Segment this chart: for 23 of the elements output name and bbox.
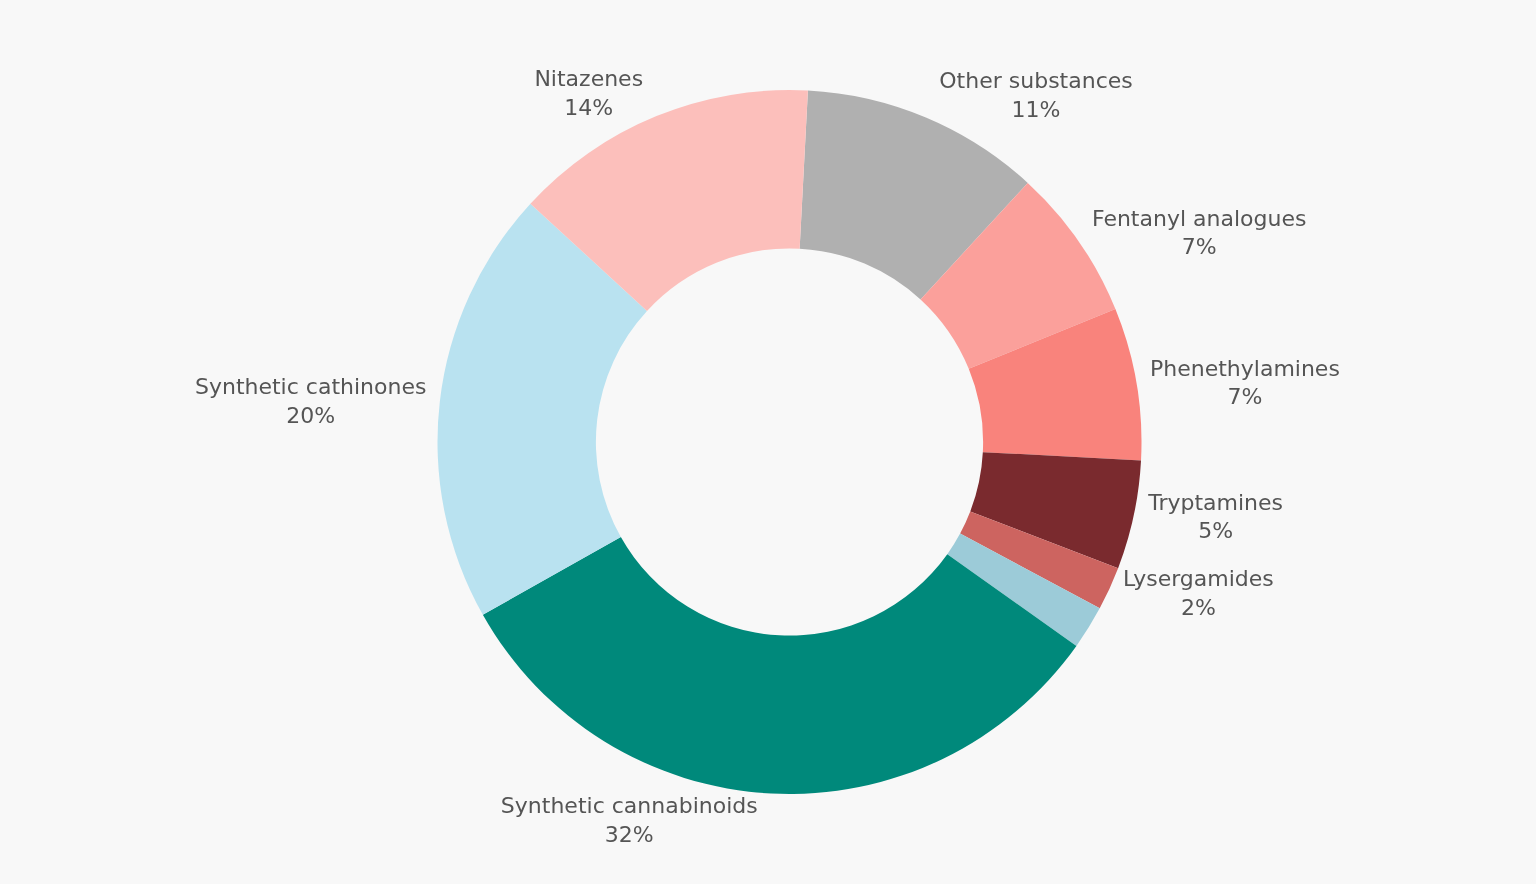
donut-slice	[530, 90, 808, 311]
slice-label: Other substances	[939, 67, 1133, 93]
data-label: 32%	[604, 822, 654, 848]
donut-slice	[437, 203, 647, 615]
data-label: 14%	[564, 94, 614, 120]
slice-label: Synthetic cathinones	[194, 374, 427, 400]
slice-label: Nitazenes	[534, 66, 644, 92]
slice-label: Synthetic cannabinoids	[500, 793, 758, 819]
data-label: 7%	[1227, 384, 1263, 410]
donut-slice	[970, 452, 1142, 569]
data-label: 7%	[1181, 234, 1217, 260]
data-label: 5%	[1198, 518, 1234, 544]
donut-slice	[960, 511, 1119, 609]
data-label: 11%	[1011, 96, 1061, 122]
slice-label: Phenethylamines	[1149, 355, 1340, 381]
slice-label: Tryptamines	[1147, 489, 1284, 515]
slice-label: Lysergamides	[1122, 566, 1274, 592]
data-label: 2%	[1180, 594, 1216, 620]
donut-slice	[968, 309, 1142, 461]
donut-slice	[947, 533, 1100, 646]
slice-label: Fentanyl analogues	[1091, 205, 1307, 231]
data-label: 20%	[286, 402, 336, 428]
donut-slice	[482, 537, 1077, 794]
